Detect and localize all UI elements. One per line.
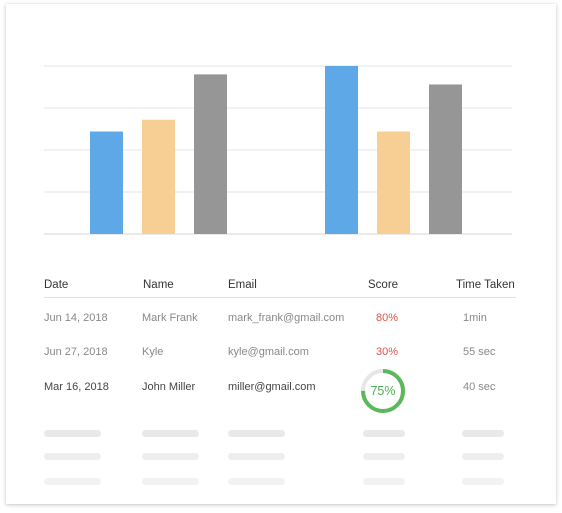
header-name: Name [143, 279, 174, 291]
bar-series1-group2 [325, 66, 358, 234]
score-ring-svg [361, 369, 405, 413]
row1-name: Mark Frank [142, 312, 198, 324]
skeleton-cell [44, 453, 101, 460]
row1-score: 80% [376, 312, 399, 324]
skeleton-cell [142, 453, 199, 460]
row2-name: Kyle [142, 346, 164, 358]
skeleton-cell [44, 430, 101, 437]
skeleton-cell [462, 478, 504, 485]
row3-time: 40 sec [463, 381, 496, 393]
bar-chart [6, 4, 556, 244]
bar-series3-group1 [194, 74, 227, 235]
row3-name: John Miller [142, 381, 196, 393]
bar-chart-svg [44, 65, 512, 235]
skeleton-cell [462, 453, 504, 460]
header-time-taken: Time Taken [456, 279, 515, 291]
row2-email: kyle@gmail.com [228, 346, 309, 358]
skeleton-cell [142, 430, 199, 437]
row2-time: 55 sec [463, 346, 496, 358]
skeleton-cell [228, 453, 285, 460]
skeleton-cell [228, 430, 285, 437]
header-email: Email [228, 279, 257, 291]
row3-email: miller@gmail.com [228, 381, 316, 393]
skeleton-cell [462, 430, 504, 437]
bar-series2-group2 [377, 131, 410, 234]
skeleton-cell [363, 478, 405, 485]
header-score: Score [368, 279, 399, 291]
skeleton-cell [142, 478, 199, 485]
row1-email: mark_frank@gmail.com [228, 312, 345, 324]
row2-date: Jun 27, 2018 [44, 346, 108, 358]
bar-series1-group1 [90, 131, 123, 234]
skeleton-cell [44, 478, 101, 485]
row2-score: 30% [376, 346, 399, 358]
row3-date: Mar 16, 2018 [44, 381, 109, 393]
bar-series2-group1 [142, 119, 175, 234]
results-card: Date Name Email Score Time Taken Jun 14,… [6, 4, 556, 504]
score-progress-ring: 75% [360, 368, 406, 414]
skeleton-cell [228, 478, 285, 485]
header-date: Date [44, 279, 69, 291]
header-divider [44, 297, 516, 298]
skeleton-cell [363, 453, 405, 460]
skeleton-cell [363, 430, 405, 437]
bar-series3-group2 [429, 84, 462, 234]
row1-time: 1min [463, 312, 487, 324]
row1-date: Jun 14, 2018 [44, 312, 108, 324]
ring-fill [361, 369, 405, 413]
row3-score: 75% [370, 384, 396, 398]
